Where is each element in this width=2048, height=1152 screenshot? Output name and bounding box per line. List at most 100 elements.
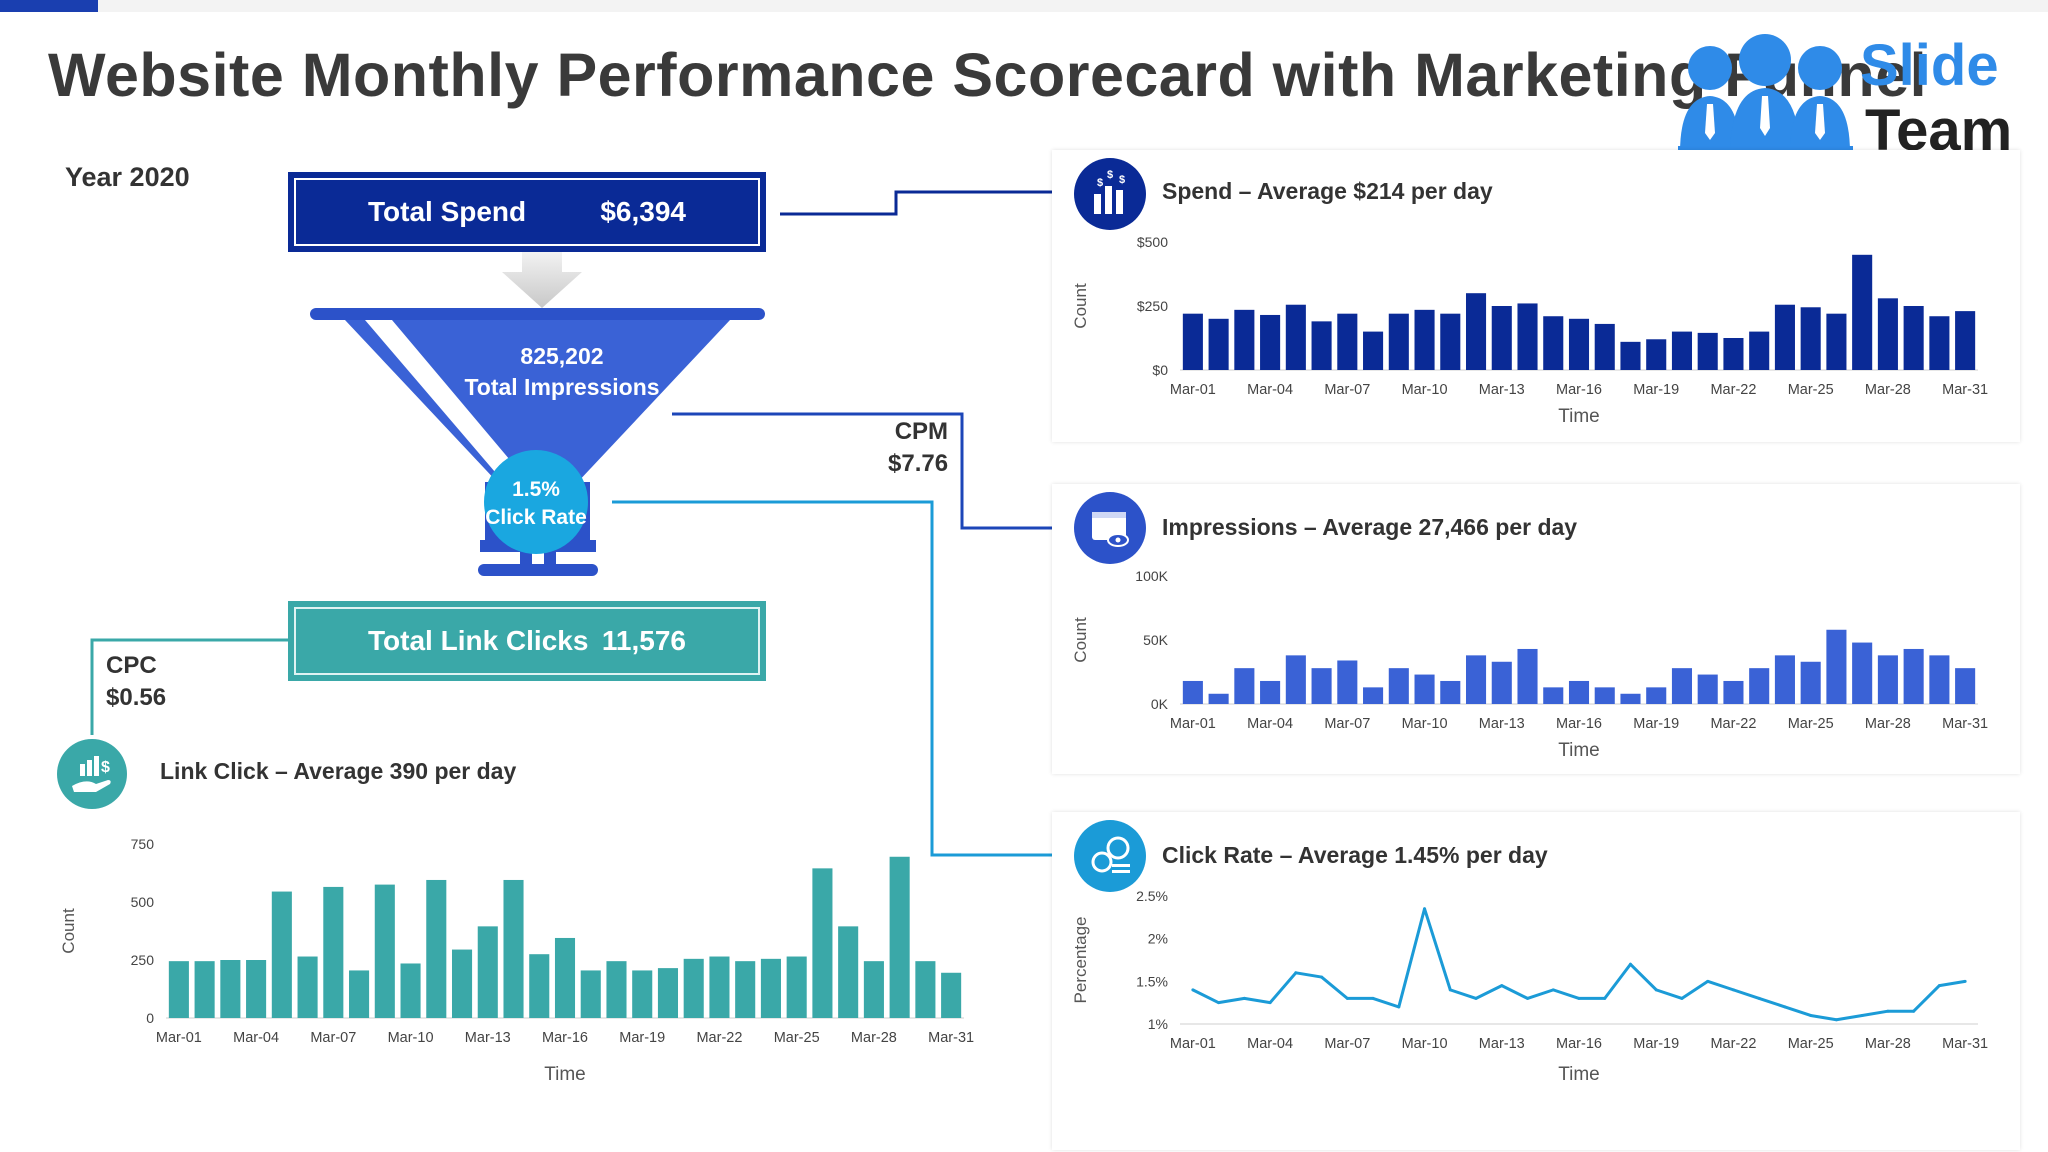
x-tick-label: Mar-16 [542, 1030, 588, 1046]
total-spend-box: Total Spend $6,394 [288, 172, 766, 252]
bar-Mar-25 [786, 956, 807, 1018]
bar-Mar-04 [1260, 314, 1281, 370]
spend-connector [780, 190, 1080, 216]
x-tick-label: Mar-22 [696, 1030, 742, 1046]
bar-Mar-27 [838, 926, 859, 1018]
bar-Mar-19 [1646, 339, 1667, 370]
down-arrow-icon [502, 252, 582, 308]
x-tick-label: Mar-28 [1865, 1036, 1911, 1052]
bar-Mar-24 [760, 958, 781, 1018]
bar-Mar-25 [1800, 307, 1821, 370]
bar-Mar-28 [863, 961, 884, 1018]
point-Mar-20 [1680, 996, 1684, 1000]
bar-Mar-06 [1311, 321, 1332, 370]
bar-Mar-02 [194, 961, 215, 1018]
bar-Mar-09 [1388, 313, 1409, 370]
point-Mar-15 [1551, 988, 1555, 992]
click-rate-chart-title: Click Rate – Average 1.45% per day [1162, 842, 1548, 868]
x-tick-label: Mar-07 [1324, 1036, 1370, 1052]
link-click-chart-icon: $ [57, 739, 127, 809]
bar-Mar-03 [220, 960, 241, 1018]
x-tick-label: Mar-01 [1170, 1036, 1216, 1052]
bar-Mar-10 [1414, 674, 1435, 704]
bar-Mar-17 [1594, 687, 1615, 704]
year-label: Year 2020 [65, 162, 190, 192]
bar-Mar-22 [1723, 338, 1744, 370]
x-tick-label: Mar-10 [1402, 1036, 1448, 1052]
bar-Mar-05 [271, 891, 292, 1018]
top-bar [0, 0, 2048, 12]
bar-Mar-14 [503, 879, 524, 1018]
x-axis-title: Time [544, 1064, 586, 1085]
click-rate-circle [484, 450, 588, 554]
x-tick-label: Mar-16 [1556, 1036, 1602, 1052]
y-tick-label: $250 [1137, 298, 1168, 314]
bar-Mar-01 [168, 961, 189, 1018]
bar-Mar-23 [1749, 331, 1770, 370]
x-tick-label: Mar-01 [156, 1030, 202, 1046]
x-tick-label: Mar-04 [1247, 1036, 1293, 1052]
y-tick-label: 2% [1148, 931, 1168, 947]
point-Mar-03 [1242, 996, 1246, 1000]
x-tick-label: Mar-25 [1788, 1036, 1834, 1052]
spend-chart-title: Spend – Average $214 per day [1162, 178, 1493, 204]
cpc-value: $0.56 [106, 684, 167, 711]
y-tick-label: 1.5% [1136, 973, 1168, 989]
x-tick-label: Mar-25 [1788, 716, 1834, 732]
total-spend-label: Total Spend [368, 196, 527, 227]
link-click-bar-chart: 0 250 500 750 Mar-01 Mar-04 Mar-07 Mar-10 Mar-13… [59, 836, 974, 1085]
x-tick-label: Mar-19 [1633, 716, 1679, 732]
x-tick-label: Mar-10 [1402, 716, 1448, 732]
bar-Mar-13 [1491, 661, 1512, 704]
bar-Mar-18 [606, 961, 627, 1018]
x-tick-label: Mar-13 [465, 1030, 511, 1046]
funnel-graphic: 825,202 Total Impressions 1.5% Click Rat… [310, 252, 765, 576]
bar-Mar-02 [1208, 693, 1229, 704]
bar-Mar-22 [709, 956, 730, 1018]
bar-Mar-17 [1594, 323, 1615, 370]
bar-Mar-02 [1208, 318, 1229, 370]
point-Mar-05 [1294, 971, 1298, 975]
funnel-body [345, 320, 730, 485]
impressions-bar-chart: 0K 50K 100K Mar-01 Mar-04 Mar-07 Mar-10 Mar-13 M… [1071, 568, 1988, 761]
impressions-panel [1052, 484, 2020, 774]
bar-Mar-11 [1440, 313, 1461, 370]
x-tick-label: Mar-04 [233, 1030, 279, 1046]
bar-Mar-23 [1749, 668, 1770, 704]
x-tick-label: Mar-31 [1942, 382, 1988, 398]
total-clicks-box: Total Link Clicks 11,576 [288, 601, 766, 681]
point-Mar-26 [1834, 1018, 1838, 1022]
x-tick-label: Mar-13 [1479, 716, 1525, 732]
point-Mar-19 [1654, 988, 1658, 992]
spend-bar-chart: $0 $250 $500 Mar-01 Mar-04 Mar-07 Mar-10 Mar-13… [1071, 234, 1988, 427]
bar-Mar-04 [246, 960, 267, 1018]
bar-Mar-31 [1955, 311, 1976, 370]
x-tick-label: Mar-04 [1247, 382, 1293, 398]
point-Mar-31 [1963, 979, 1967, 983]
bar-Mar-21 [1697, 332, 1718, 370]
bar-Mar-11 [1440, 680, 1461, 704]
bar-Mar-14 [1517, 648, 1538, 704]
bar-Mar-21 [1697, 674, 1718, 704]
y-axis-title: Count [1071, 617, 1090, 663]
x-tick-label: Mar-07 [1324, 716, 1370, 732]
bar-Mar-30 [1929, 316, 1950, 370]
x-tick-label: Mar-31 [1942, 716, 1988, 732]
total-clicks-value: 11,576 [601, 625, 686, 656]
cpc-callout: CPC $0.56 [106, 650, 166, 714]
svg-text:$: $ [1097, 177, 1103, 189]
impressions-connector [672, 412, 1080, 530]
point-Mar-13 [1500, 984, 1504, 988]
bar-Mar-24 [1774, 304, 1795, 370]
y-tick-label: 750 [131, 836, 155, 852]
x-tick-label: Mar-01 [1170, 716, 1216, 732]
bar-Mar-07 [1337, 313, 1358, 370]
bar-Mar-03 [1234, 668, 1255, 704]
bar-Mar-08 [349, 970, 370, 1018]
x-tick-label: Mar-16 [1556, 382, 1602, 398]
bar-Mar-06 [297, 956, 318, 1018]
y-axis-title: Count [59, 908, 78, 954]
impressions-label: Total Impressions [464, 374, 659, 400]
x-tick-label: Mar-04 [1247, 716, 1293, 732]
